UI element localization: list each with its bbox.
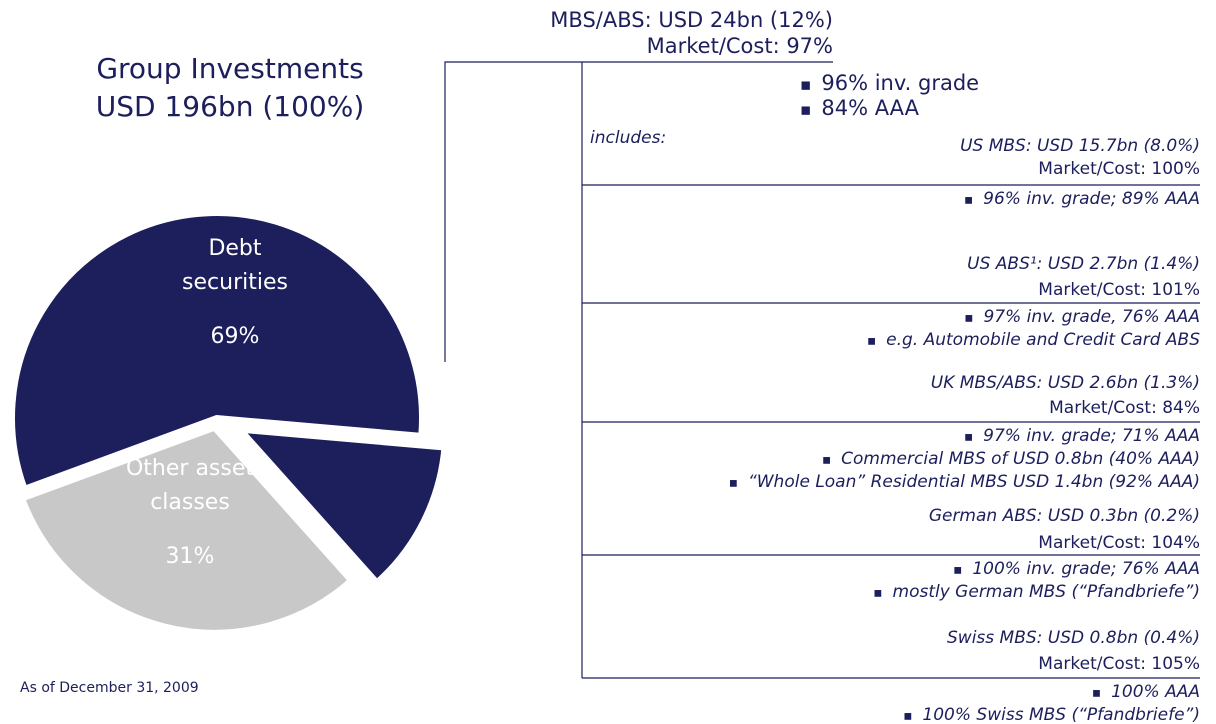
item-bullet: “Whole Loan” Residential MBS USD 1.4bn (… <box>729 474 1200 491</box>
breakdown-title: MBS/ABS: USD 24bn (12%) <box>550 8 833 32</box>
slice-value-label: 69% <box>210 324 260 349</box>
item-title: UK MBS/ABS: USD 2.6bn (1.3%) <box>930 373 1200 393</box>
slice-label: Other asset classes <box>125 456 255 515</box>
item-bullet: e.g. Automobile and Credit Card ABS <box>867 332 1200 349</box>
item-bullet: 96% inv. grade; 89% AAA <box>964 191 1200 208</box>
slice-label: Debt securities <box>182 236 288 295</box>
item-bullet: 100% AAA <box>1092 684 1200 701</box>
item-bullet: mostly German MBS (“Pfandbriefe”) <box>873 584 1200 601</box>
item-bullet: 100% Swiss MBS (“Pfandbriefe”) <box>903 707 1200 724</box>
item-title: German ABS: USD 0.3bn (0.2%) <box>928 506 1200 526</box>
item-market: Market/Cost: 105% <box>1038 654 1200 674</box>
item-bullet: 97% inv. grade, 76% AAA <box>964 309 1200 326</box>
item-market: Market/Cost: 104% <box>1038 533 1200 553</box>
title-block: Group Investments USD 196bn (100%) <box>20 50 440 126</box>
bullet: 96% inv. grade <box>800 73 979 94</box>
item-title: US MBS: USD 15.7bn (8.0%) <box>960 136 1200 156</box>
item-title: US ABS¹: USD 2.7bn (1.4%) <box>967 254 1200 274</box>
chart-subtitle: USD 196bn (100%) <box>95 90 365 123</box>
item-market: Market/Cost: 84% <box>1049 398 1200 418</box>
item-title: Swiss MBS: USD 0.8bn (0.4%) <box>947 628 1200 648</box>
connector <box>444 61 833 362</box>
breakdown-market: Market/Cost: 97% <box>646 34 833 58</box>
pie-slice <box>9 210 425 493</box>
pie-slice-exploded <box>232 425 448 587</box>
footnote: As of December 31, 2009 <box>20 680 199 696</box>
includes-label: includes: <box>590 128 667 148</box>
pie-slice <box>18 424 356 636</box>
item-bullet: 100% inv. grade; 76% AAA <box>953 561 1200 578</box>
item-market: Market/Cost: 101% <box>1038 280 1200 300</box>
slice-value-label: 31% <box>165 544 215 569</box>
item-bullet: 97% inv. grade; 71% AAA <box>964 428 1200 445</box>
item-market: Market/Cost: 100% <box>1038 159 1200 179</box>
item-bullet: Commercial MBS of USD 0.8bn (40% AAA) <box>822 451 1200 468</box>
bullet: 84% AAA <box>800 98 919 119</box>
chart-title: Group Investments <box>96 52 364 85</box>
